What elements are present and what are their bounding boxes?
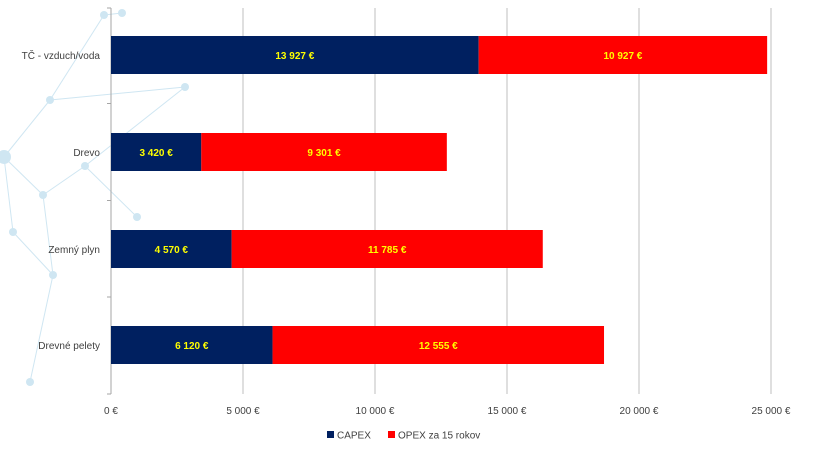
legend: CAPEX OPEX za 15 rokov	[327, 431, 480, 442]
opex-bar	[272, 326, 605, 364]
capex-bar	[111, 230, 232, 268]
category-labels: TČ - vzduch/voda Drevo Zemný plyn Drevné pe…	[22, 49, 101, 352]
capex-bar	[111, 36, 479, 74]
x-tick-label: 20 000 €	[620, 406, 659, 417]
opex-data-label: 11 785 €	[368, 245, 407, 256]
opex-data-label: 9 301 €	[307, 148, 341, 159]
network-node	[133, 213, 141, 221]
network-node	[181, 83, 189, 91]
x-tick-label: 25 000 €	[752, 406, 791, 417]
x-tick-label: 0 €	[104, 406, 118, 417]
bars: 13 927 € 10 927 € 3 420 € 9 301 € 4 570 € 11 …	[111, 36, 768, 364]
capex-data-label: 3 420 €	[139, 148, 173, 159]
network-node	[9, 228, 17, 236]
network-link	[49, 86, 186, 101]
network-node	[46, 96, 54, 104]
legend-label-opex: OPEX za 15 rokov	[398, 431, 480, 442]
opex-bar	[201, 133, 447, 171]
network-node	[100, 11, 108, 19]
category-label: TČ - vzduch/voda	[22, 49, 101, 62]
capex-data-label: 6 120 €	[175, 341, 209, 352]
network-node	[81, 162, 89, 170]
network-link	[3, 156, 14, 233]
network-link	[3, 99, 51, 158]
capex-data-label: 13 927 €	[275, 51, 314, 62]
network-node	[26, 378, 34, 386]
network-node	[39, 191, 47, 199]
network-link	[3, 156, 44, 196]
network-link	[84, 86, 186, 167]
network-node	[49, 271, 57, 279]
network-node	[118, 9, 126, 17]
opex-bar	[478, 36, 768, 74]
network-link	[12, 231, 54, 276]
network-link	[49, 14, 105, 101]
opex-bar	[231, 230, 543, 268]
opex-data-label: 12 555 €	[419, 341, 458, 352]
network-link	[42, 165, 86, 196]
network-link	[42, 194, 54, 276]
opex-data-label: 10 927 €	[603, 51, 642, 62]
y-axis	[107, 7, 112, 395]
network-link	[29, 274, 54, 383]
x-tick-label: 10 000 €	[356, 406, 395, 417]
category-label: Zemný plyn	[48, 245, 100, 256]
capex-bar	[111, 133, 202, 171]
category-label: Drevo	[73, 148, 100, 159]
x-tick-labels: 0 € 5 000 € 10 000 € 15 000 € 20 000 € 25 000…	[104, 406, 791, 417]
network-decoration	[0, 9, 189, 386]
legend-label-capex: CAPEX	[337, 431, 371, 442]
category-label: Drevné pelety	[38, 341, 100, 352]
x-tick-label: 15 000 €	[488, 406, 527, 417]
legend-swatch-capex	[327, 431, 334, 438]
legend-swatch-opex	[388, 431, 395, 438]
capex-data-label: 4 570 €	[155, 245, 189, 256]
x-tick-label: 5 000 €	[226, 406, 260, 417]
capex-bar	[111, 326, 273, 364]
network-node	[0, 150, 11, 164]
